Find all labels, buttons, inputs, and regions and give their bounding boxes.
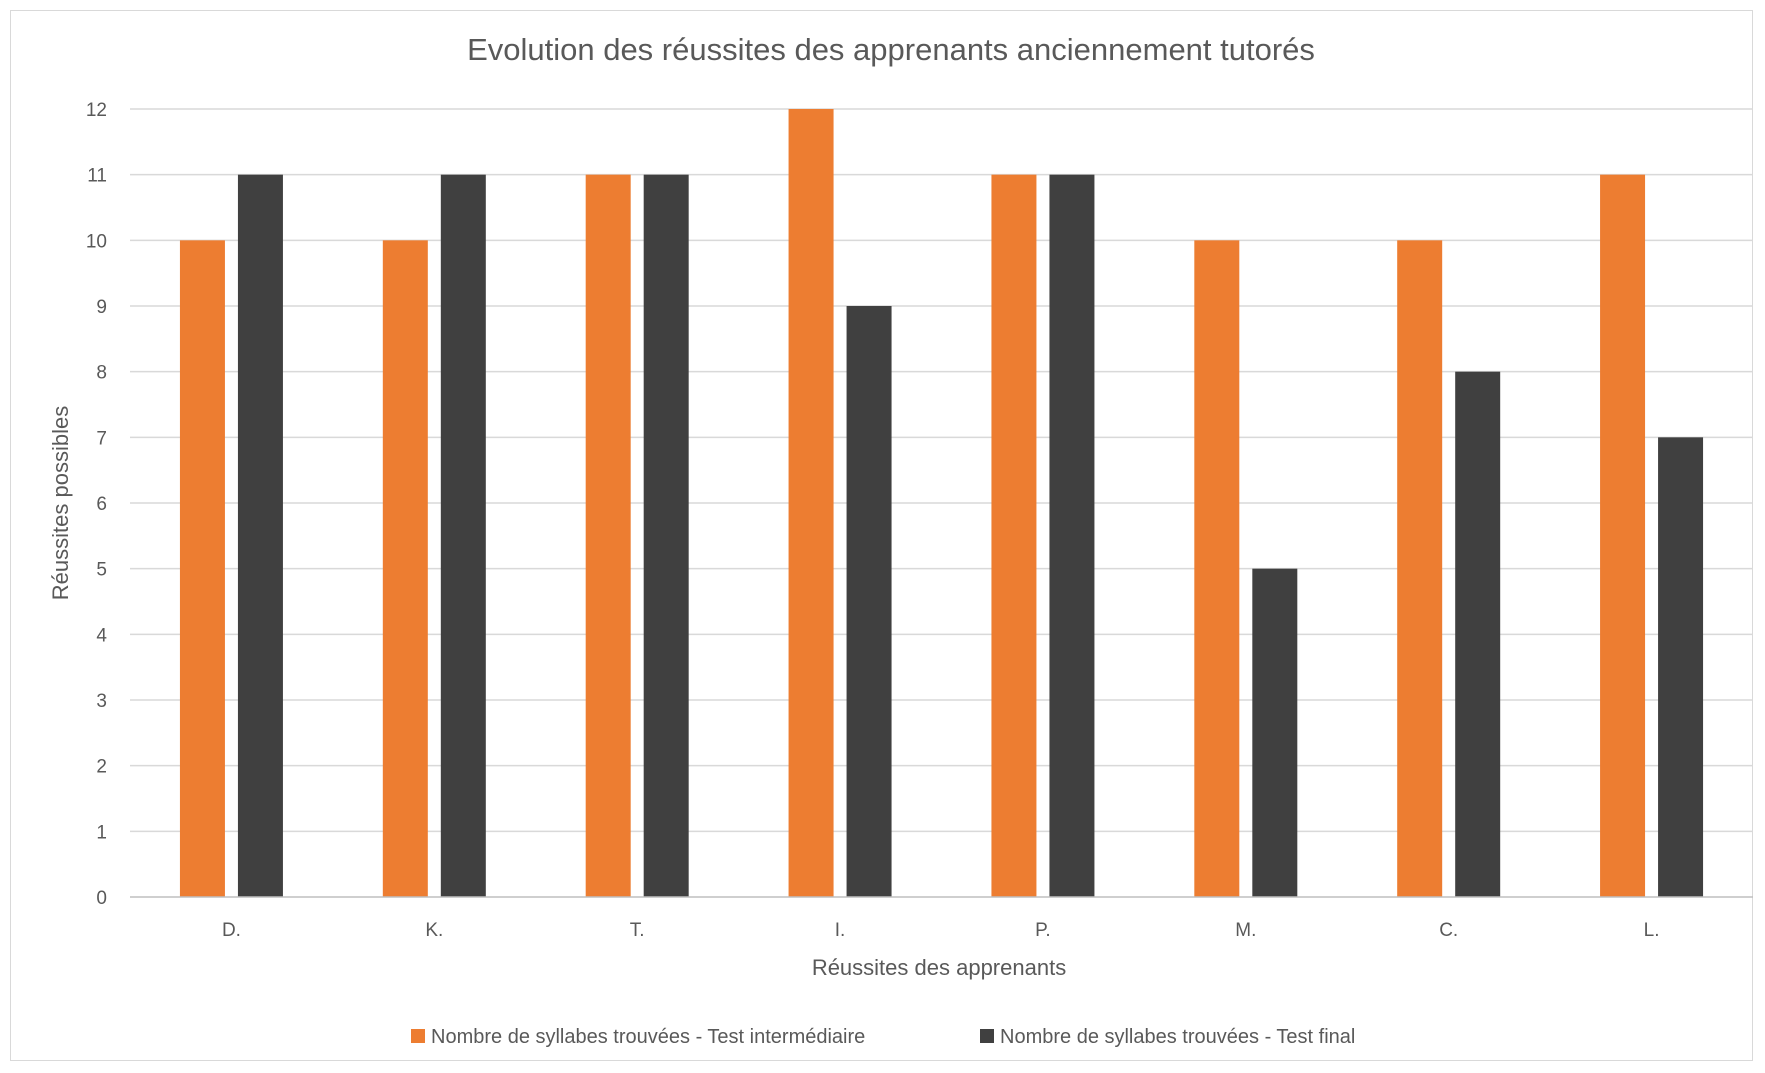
x-tick-label: C. bbox=[1439, 920, 1458, 941]
x-tick-label: K. bbox=[425, 920, 443, 941]
bar-k-series-2 bbox=[440, 174, 486, 897]
x-axis-ticks: D. K. T. I. P. M. C. L. bbox=[222, 920, 1660, 941]
chart-title: Evolution des réussites des apprenants a… bbox=[467, 32, 1315, 67]
y-tick-label: 11 bbox=[87, 166, 107, 187]
x-tick-label: D. bbox=[222, 920, 241, 941]
legend: Nombre de syllabes trouvées - Test inter… bbox=[411, 1026, 1355, 1048]
y-tick-label: 3 bbox=[96, 691, 107, 712]
y-tick-label: 8 bbox=[96, 363, 107, 384]
bar-c-series-1 bbox=[1397, 240, 1443, 898]
bar-p-series-2 bbox=[1049, 174, 1095, 897]
x-tick-label: L. bbox=[1644, 920, 1660, 941]
y-axis-title: Réussites possibles bbox=[48, 406, 73, 600]
y-tick-label: 7 bbox=[96, 428, 107, 449]
y-tick-label: 4 bbox=[96, 625, 107, 646]
legend-item-1: Nombre de syllabes trouvées - Test inter… bbox=[411, 1026, 865, 1048]
bar-p-series-1 bbox=[991, 174, 1037, 897]
legend-swatch bbox=[411, 1029, 425, 1043]
bar-d-series-1 bbox=[179, 240, 225, 898]
bar-l-series-1 bbox=[1600, 174, 1646, 897]
y-tick-label: 2 bbox=[96, 757, 107, 778]
bar-l-series-2 bbox=[1658, 437, 1704, 897]
y-tick-label: 1 bbox=[96, 822, 107, 843]
legend-item-2: Nombre de syllabes trouvées - Test final bbox=[980, 1026, 1355, 1048]
bar-i-series-2 bbox=[846, 306, 892, 897]
bar-m-series-2 bbox=[1252, 568, 1298, 897]
bar-k-series-1 bbox=[382, 240, 428, 898]
bar-d-series-2 bbox=[237, 174, 283, 897]
bar-c-series-2 bbox=[1455, 371, 1501, 898]
x-axis-title: Réussites des apprenants bbox=[812, 955, 1066, 980]
x-tick-label: I. bbox=[835, 920, 846, 941]
y-tick-label: 5 bbox=[96, 560, 107, 581]
legend-label: Nombre de syllabes trouvées - Test final bbox=[1000, 1026, 1355, 1048]
y-tick-label: 6 bbox=[96, 494, 107, 515]
x-tick-label: T. bbox=[630, 920, 645, 941]
bar-t-series-1 bbox=[585, 174, 631, 897]
y-tick-label: 12 bbox=[86, 100, 107, 121]
bar-t-series-2 bbox=[643, 174, 689, 897]
x-tick-label: M. bbox=[1235, 920, 1256, 941]
legend-label: Nombre de syllabes trouvées - Test inter… bbox=[431, 1026, 865, 1048]
legend-swatch bbox=[980, 1029, 994, 1043]
y-tick-label: 9 bbox=[96, 297, 107, 318]
x-tick-label: P. bbox=[1035, 920, 1051, 941]
bar-i-series-1 bbox=[788, 109, 834, 897]
y-tick-label: 10 bbox=[86, 231, 107, 252]
bar-m-series-1 bbox=[1194, 240, 1240, 898]
gridlines bbox=[130, 108, 1753, 833]
bars bbox=[179, 109, 1704, 898]
y-tick-label: 0 bbox=[96, 888, 107, 909]
